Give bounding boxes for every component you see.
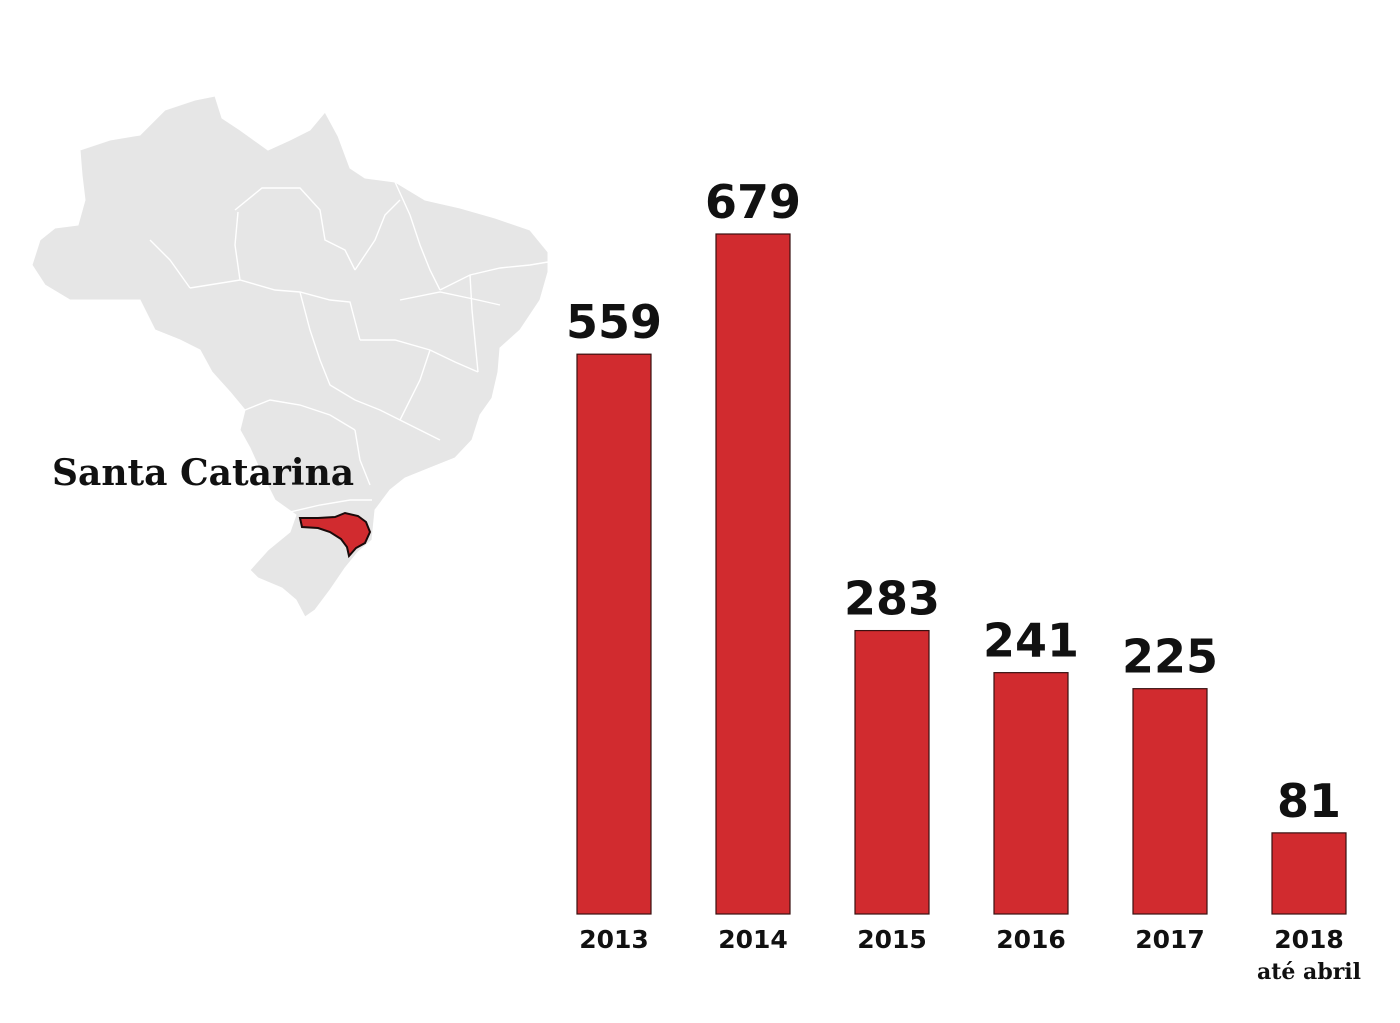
value-labels-group: 559 679 283 241 225 81 <box>566 175 1341 828</box>
bar-2014 <box>715 233 791 915</box>
value-label-2013: 559 <box>566 295 662 349</box>
bar-2018 <box>1271 832 1347 915</box>
bar-2015 <box>854 629 930 915</box>
x-tick-sublabel-2018: até abril <box>1257 959 1361 985</box>
x-tick-label-2013: 2013 <box>579 925 649 954</box>
x-tick-label-2018: 2018 <box>1274 925 1344 954</box>
bar-2016 <box>993 672 1069 915</box>
x-tick-label-2017: 2017 <box>1135 925 1205 954</box>
value-label-2016: 241 <box>983 614 1079 668</box>
brazil-map-graphic <box>31 95 549 618</box>
brazil-map: Santa Catarina <box>0 0 570 640</box>
x-tick-label-2016: 2016 <box>996 925 1066 954</box>
bars-group <box>576 233 1347 915</box>
value-label-2018: 81 <box>1277 774 1341 828</box>
brazil-country-shape <box>31 95 549 618</box>
value-label-2017: 225 <box>1122 630 1218 684</box>
bar-2017 <box>1132 688 1208 915</box>
bar-2013 <box>576 353 652 915</box>
x-tick-labels-group: 2013 2014 2015 2016 2017 2018 até abril <box>579 925 1361 985</box>
value-label-2015: 283 <box>844 572 940 626</box>
value-label-2014: 679 <box>705 175 801 229</box>
region-label: Santa Catarina <box>52 452 355 494</box>
x-tick-label-2015: 2015 <box>857 925 927 954</box>
santa-catarina-region <box>298 511 372 559</box>
state-borders <box>149 181 549 513</box>
x-tick-label-2014: 2014 <box>718 925 788 954</box>
